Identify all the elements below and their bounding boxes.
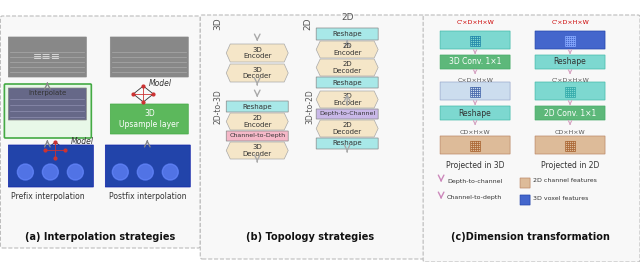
Text: 3D
Encoder: 3D Encoder — [333, 93, 362, 106]
FancyBboxPatch shape — [110, 104, 188, 134]
Polygon shape — [227, 142, 288, 159]
Circle shape — [67, 164, 83, 180]
Text: C'×D×H×W: C'×D×H×W — [551, 78, 589, 83]
Circle shape — [42, 164, 58, 180]
Text: CD×H×W: CD×H×W — [555, 129, 586, 134]
Text: 3D: 3D — [214, 18, 223, 30]
Circle shape — [17, 164, 33, 180]
Text: Prefix interpolation: Prefix interpolation — [10, 192, 84, 201]
Text: ▦: ▦ — [468, 33, 482, 47]
FancyBboxPatch shape — [440, 106, 510, 120]
Text: ▦: ▦ — [468, 138, 482, 152]
Polygon shape — [227, 64, 288, 82]
Text: Channel-to-Depth: Channel-to-Depth — [229, 134, 285, 139]
FancyBboxPatch shape — [8, 37, 86, 77]
Text: 2D
Decoder: 2D Decoder — [333, 61, 362, 74]
Polygon shape — [316, 91, 378, 108]
Text: ≡≡≡: ≡≡≡ — [33, 52, 61, 62]
Text: Reshape: Reshape — [332, 31, 362, 37]
Text: 3D
Encoder: 3D Encoder — [243, 46, 271, 59]
Text: (b) Topology strategies: (b) Topology strategies — [246, 232, 374, 242]
Circle shape — [163, 164, 179, 180]
Text: CD×H×W: CD×H×W — [460, 129, 490, 134]
Text: 2D channel features: 2D channel features — [533, 178, 597, 183]
Polygon shape — [316, 59, 378, 76]
FancyBboxPatch shape — [4, 84, 92, 138]
Text: Channel-to-depth: Channel-to-depth — [447, 195, 502, 200]
Text: Depth-to-Channel: Depth-to-Channel — [319, 112, 375, 117]
Text: Interpolate: Interpolate — [28, 90, 67, 96]
Text: Postfix interpolation: Postfix interpolation — [109, 192, 186, 201]
Text: (a) Interpolation strategies: (a) Interpolation strategies — [25, 232, 175, 242]
Polygon shape — [316, 120, 378, 137]
FancyBboxPatch shape — [440, 31, 510, 49]
Text: ▦: ▦ — [563, 33, 577, 47]
Text: Reshape: Reshape — [332, 140, 362, 146]
FancyBboxPatch shape — [110, 37, 188, 77]
FancyBboxPatch shape — [535, 31, 605, 49]
Text: Projected in 2D: Projected in 2D — [541, 161, 599, 171]
FancyBboxPatch shape — [520, 195, 530, 205]
Text: 2D-to-3D: 2D-to-3D — [214, 90, 223, 124]
Polygon shape — [316, 41, 378, 58]
Text: Reshape: Reshape — [243, 103, 272, 110]
Text: 2D
Decoder: 2D Decoder — [333, 122, 362, 135]
Text: ▦: ▦ — [468, 84, 482, 98]
Text: Projected in 3D: Projected in 3D — [446, 161, 504, 171]
Text: C'×D×H×W: C'×D×H×W — [456, 19, 494, 25]
FancyBboxPatch shape — [106, 145, 190, 187]
FancyBboxPatch shape — [535, 82, 605, 100]
Text: 3D
Decoder: 3D Decoder — [243, 67, 272, 79]
Text: 2D
Encoder: 2D Encoder — [333, 43, 362, 56]
Text: Model: Model — [148, 79, 172, 89]
FancyBboxPatch shape — [316, 77, 378, 88]
FancyBboxPatch shape — [200, 15, 424, 259]
FancyBboxPatch shape — [440, 55, 510, 69]
Text: Reshape: Reshape — [459, 108, 492, 117]
Text: ▦: ▦ — [563, 84, 577, 98]
FancyBboxPatch shape — [535, 106, 605, 120]
Text: Model: Model — [70, 138, 93, 146]
Text: 3D
Decoder: 3D Decoder — [243, 144, 272, 157]
Text: (c)Dimension transformation: (c)Dimension transformation — [451, 232, 609, 242]
FancyBboxPatch shape — [440, 136, 510, 154]
FancyBboxPatch shape — [535, 136, 605, 154]
Text: 2D: 2D — [304, 18, 313, 30]
FancyBboxPatch shape — [535, 55, 605, 69]
Text: 2D
Encoder: 2D Encoder — [243, 115, 271, 128]
Polygon shape — [227, 44, 288, 62]
FancyBboxPatch shape — [8, 88, 86, 120]
Polygon shape — [227, 113, 288, 130]
FancyBboxPatch shape — [423, 15, 640, 262]
Circle shape — [112, 164, 128, 180]
FancyBboxPatch shape — [227, 101, 288, 112]
Text: Depth-to-channel: Depth-to-channel — [447, 178, 502, 183]
FancyBboxPatch shape — [227, 131, 288, 141]
Text: C'×D×H×W: C'×D×H×W — [551, 19, 589, 25]
FancyBboxPatch shape — [316, 109, 378, 119]
Text: C×D×H×W: C×D×H×W — [457, 78, 493, 83]
FancyBboxPatch shape — [520, 178, 530, 188]
Text: 3D voxel features: 3D voxel features — [533, 195, 588, 200]
Text: Reshape: Reshape — [332, 79, 362, 85]
Text: 2D: 2D — [341, 14, 353, 23]
Text: 2D Conv. 1×1: 2D Conv. 1×1 — [544, 108, 596, 117]
FancyBboxPatch shape — [440, 82, 510, 100]
FancyBboxPatch shape — [8, 145, 93, 187]
FancyBboxPatch shape — [316, 28, 378, 40]
Text: 3D
Upsample layer: 3D Upsample layer — [119, 109, 179, 129]
Text: 3D Conv. 1×1: 3D Conv. 1×1 — [449, 57, 501, 67]
Text: 3D-to-2D: 3D-to-2D — [306, 90, 315, 124]
Text: ▦: ▦ — [563, 138, 577, 152]
Circle shape — [138, 164, 154, 180]
Text: Reshape: Reshape — [554, 57, 586, 67]
FancyBboxPatch shape — [1, 16, 200, 248]
FancyBboxPatch shape — [316, 138, 378, 149]
